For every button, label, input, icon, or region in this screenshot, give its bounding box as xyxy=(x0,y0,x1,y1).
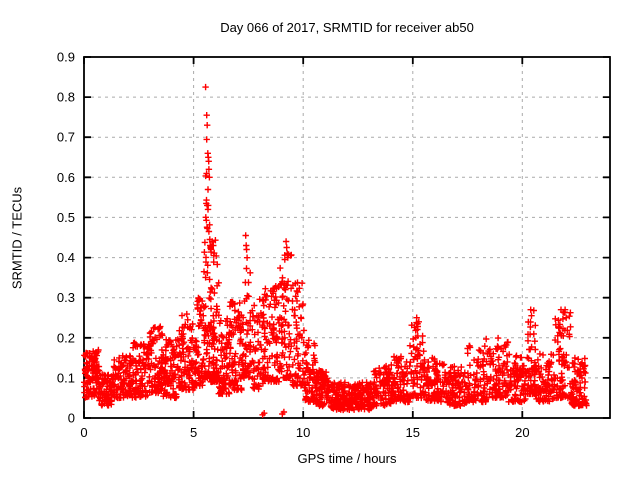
x-tick-label: 0 xyxy=(80,425,87,440)
x-tick-label: 10 xyxy=(296,425,310,440)
data-points xyxy=(81,83,590,418)
y-tick-label: 0.2 xyxy=(57,330,75,345)
y-tick-label: 0.8 xyxy=(57,90,75,105)
y-tick-label: 0.1 xyxy=(57,370,75,385)
y-tick-label: 0.9 xyxy=(57,50,75,65)
y-tick-label: 0.4 xyxy=(57,250,75,265)
x-tick-label: 20 xyxy=(515,425,529,440)
plot-border xyxy=(83,56,611,419)
x-tick-label: 15 xyxy=(406,425,420,440)
axis-tick-marks xyxy=(83,56,610,419)
y-tick-label: 0.6 xyxy=(57,170,75,185)
chart-title: Day 066 of 2017, SRMTID for receiver ab5… xyxy=(220,20,474,35)
x-tick-label: 5 xyxy=(190,425,197,440)
y-tick-label: 0.7 xyxy=(57,130,75,145)
y-tick-label: 0.5 xyxy=(57,210,75,225)
x-axis-label: GPS time / hours xyxy=(297,451,397,466)
y-tick-label: 0.3 xyxy=(57,290,75,305)
y-tick-label: 0 xyxy=(68,411,75,426)
